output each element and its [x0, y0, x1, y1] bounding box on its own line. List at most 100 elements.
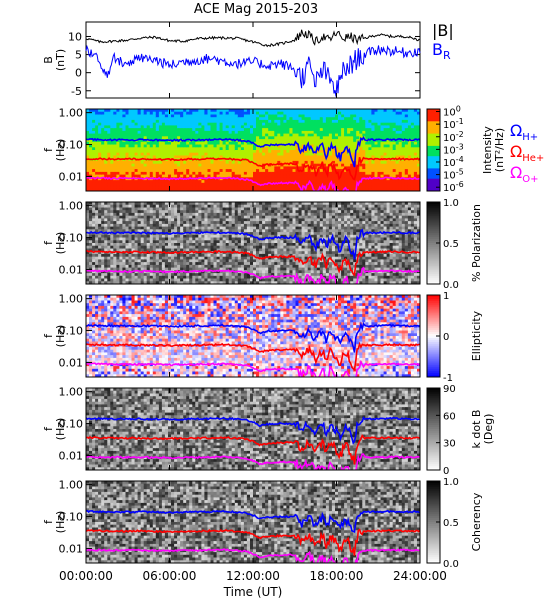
time-tick-label: 24:00:00	[393, 569, 447, 583]
gyro-legend-subscript: H+	[522, 132, 538, 143]
spectrogram-cells-coherency	[86, 481, 420, 563]
colorbar-tick-label: 0	[443, 466, 449, 477]
gyro-line-o-plus	[86, 359, 420, 377]
legend-bmag: |B|	[432, 21, 454, 40]
colorbar-tick-label: 10-6	[443, 180, 464, 194]
freq-tick-label: 0.01	[59, 542, 84, 555]
colorbar-tick-label: 1.0	[443, 198, 459, 209]
colorbar-label: Intensity	[481, 126, 494, 174]
colorbar-unit: (Deg)	[482, 414, 495, 445]
colorbar-tick-label: 60	[443, 411, 456, 422]
freq-tick-label: 0.10	[59, 139, 84, 152]
gyro-line-he-plus	[86, 250, 420, 277]
time-tick-label: 06:00:00	[143, 569, 197, 583]
gyro-line-he-plus	[86, 433, 420, 465]
gyro-line-o-plus	[86, 548, 420, 563]
freq-tick-label: 0.10	[59, 511, 84, 524]
spectrogram-coherency: 1.00 0.10 0.01 f (Hz) 1.0 0.5 0.0 Coherency	[42, 477, 483, 570]
time-tick-label: 12:00:00	[226, 569, 280, 583]
spectrogram-cells-ellipticity	[86, 295, 420, 377]
series-line-bmag	[85, 29, 421, 48]
colorbar-tick-exponent: -3	[456, 142, 464, 151]
freq-tick-label: 0.01	[59, 356, 84, 369]
gyro-legend-subscript: He+	[522, 153, 544, 164]
series-line-br	[85, 44, 421, 97]
colorbar-label: % Polarization	[470, 204, 483, 282]
colorbar-unit: (nT²/Hz)	[493, 128, 506, 172]
spectrogram-cells-kdotb	[86, 388, 420, 470]
spectrogram-cells-intensity	[86, 109, 420, 191]
colorbar-label: k dot B	[470, 410, 483, 449]
colorbar-tick-label: 30	[443, 439, 456, 450]
colorbar-kdotb: 90 60 30 0 k dot B (Deg)	[426, 384, 495, 477]
freq-tick-label: 0.01	[59, 170, 84, 183]
colorbar-tick-exponent: -2	[456, 130, 464, 139]
spectrogram-intensity: 1.000.100.01f (Hz)10010-110-210-310-410-5…	[42, 105, 506, 195]
gyro-line-h-plus	[86, 509, 420, 534]
colorbar-tick-label: 0.5	[443, 239, 459, 250]
colorbar-tick-label: 0.5	[443, 518, 459, 529]
colorbar-label: Ellipticity	[470, 310, 483, 361]
bfield-ytick-label: -5	[71, 85, 82, 98]
colorbar-tick-exponent: -5	[456, 168, 464, 177]
colorbar-tick-exponent: 0	[456, 105, 461, 114]
colorbar-frame	[426, 108, 441, 192]
bfield-ytick-label: 0	[75, 67, 82, 80]
freq-tick-label: 0.10	[59, 325, 84, 338]
gyro-legend-subscript: O+	[522, 174, 538, 185]
time-axis-label: Time (UT)	[223, 585, 283, 599]
spectrogram-polarization: 1.00 0.10 0.01 f (Hz) 1.0 0.5 0.0 % Polarization	[42, 198, 483, 291]
freq-tick-label: 1.00	[59, 386, 84, 399]
spectrogram-ellipticity: 1.00 0.10 0.01 f (Hz) 1 0 -1 Ellipticity	[42, 291, 483, 384]
colorbar-tick-label: 0	[443, 332, 449, 343]
freq-ylabel: f	[42, 240, 55, 245]
gyro-legend-he-plus: ΩHe+	[510, 142, 544, 164]
freq-tick-label: 1.00	[59, 479, 84, 492]
gyro-line-h-plus	[86, 321, 420, 353]
colorbar-coherency: 1.0 0.5 0.0 Coherency	[426, 477, 483, 570]
freq-yunit: (Hz)	[54, 325, 67, 348]
spectrogram-cells-polarization	[86, 202, 420, 284]
colorbar-tick-label: 0.0	[443, 559, 459, 570]
gyro-line-he-plus	[86, 528, 420, 556]
freq-tick-label: 0.01	[59, 449, 84, 462]
gyro-line-h-plus	[86, 136, 420, 168]
freq-ylabel: f	[42, 333, 55, 338]
colorbar-tick-label: 90	[443, 384, 456, 395]
freq-tick-label: 1.00	[59, 293, 84, 306]
colorbar-tick-exponent: -1	[456, 117, 464, 126]
gyro-line-o-plus	[86, 266, 420, 284]
freq-tick-label: 0.01	[59, 263, 84, 276]
colorbar-label: Coherency	[470, 492, 483, 551]
gyro-legend-h-plus: ΩH+	[510, 121, 538, 143]
gyro-line-o-plus	[86, 453, 420, 470]
chart-title: ACE Mag 2015-203	[194, 2, 318, 17]
freq-tick-label: 1.00	[59, 107, 84, 120]
bfield-plot-frame	[85, 21, 421, 99]
colorbar-frame	[426, 387, 441, 471]
freq-yunit: (Hz)	[54, 418, 67, 441]
colorbar-polarization: 1.0 0.5 0.0 % Polarization	[426, 198, 483, 291]
time-tick-label: 18:00:00	[310, 569, 364, 583]
freq-tick-label: 0.10	[59, 418, 84, 431]
freq-ylabel: f	[42, 519, 55, 524]
gyro-line-he-plus	[86, 156, 420, 181]
colorbar-ellipticity: 1 0 -1 Ellipticity	[426, 291, 483, 384]
freq-yunit: (Hz)	[54, 139, 67, 162]
colorbar-tick-label: -1	[443, 373, 453, 384]
gyro-line-o-plus	[86, 176, 420, 191]
colorbar-tick-exponent: -4	[456, 155, 464, 164]
colorbar-tick-label: 1.0	[443, 477, 459, 488]
freq-tick-label: 1.00	[59, 200, 84, 213]
freq-ylabel: f	[42, 426, 55, 431]
legend-br: BR	[432, 40, 451, 62]
freq-yunit: (Hz)	[54, 232, 67, 255]
gyro-legend-o-plus: ΩO+	[510, 163, 538, 185]
gyro-line-h-plus	[86, 228, 420, 260]
bfield-ytick-label: 10	[68, 30, 82, 43]
bfield-ylabel: B	[42, 56, 55, 64]
legend-br-subscript: R	[443, 49, 451, 62]
bfield-yunit: (nT)	[54, 49, 67, 71]
